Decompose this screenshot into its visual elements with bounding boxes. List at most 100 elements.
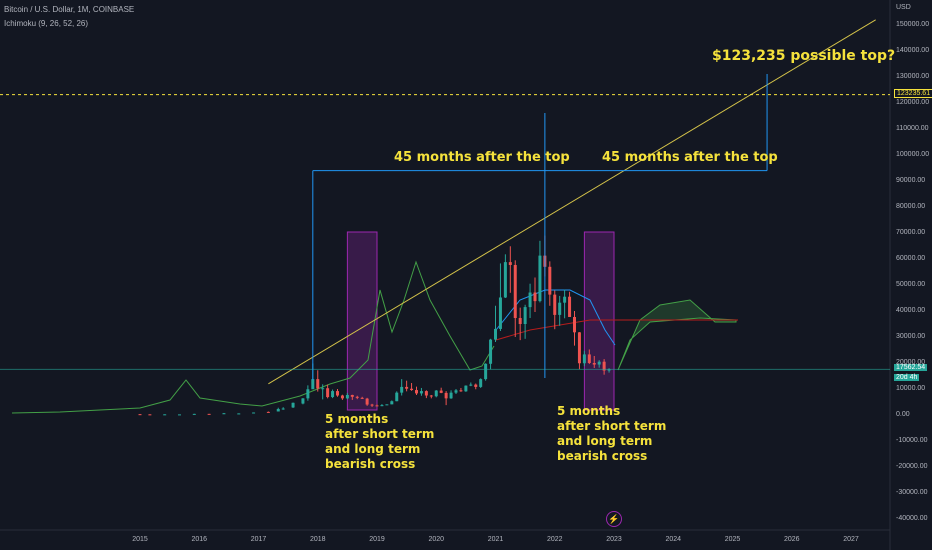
price-tick-label: -30000.00 bbox=[896, 489, 928, 496]
candle-body-30 bbox=[380, 405, 384, 407]
candle-body-70 bbox=[577, 332, 581, 364]
candle-body-64 bbox=[548, 266, 552, 295]
lightning-icon[interactable]: ⚡ bbox=[606, 511, 622, 527]
indicator-legend[interactable]: Ichimoku (9, 26, 52, 26) bbox=[4, 19, 89, 28]
time-tick-label: 2024 bbox=[665, 536, 682, 543]
candle-body-22 bbox=[340, 395, 344, 399]
candle-body-33 bbox=[395, 392, 399, 402]
top-callout: $123,235 possible top? bbox=[712, 48, 896, 64]
candle-body-61 bbox=[533, 292, 537, 302]
candle-body-49 bbox=[474, 384, 478, 387]
target-price-badge: 123235.61 bbox=[894, 89, 932, 98]
candle-body-3 bbox=[163, 414, 167, 416]
candle-body-4 bbox=[178, 414, 181, 416]
ichimoku-cloud bbox=[617, 299, 737, 371]
candle-body-9 bbox=[252, 412, 256, 414]
candle-body-69 bbox=[573, 316, 576, 333]
candle-body-68 bbox=[568, 296, 572, 317]
candle-body-12 bbox=[281, 408, 285, 410]
time-tick-label: 2025 bbox=[724, 536, 741, 543]
lagging-span-line bbox=[11, 260, 495, 414]
candle-body-23 bbox=[345, 394, 349, 399]
candle-body-65 bbox=[553, 294, 557, 315]
span-left-label: 45 months after the top bbox=[394, 150, 570, 165]
price-tick-label: 50000.00 bbox=[896, 281, 926, 288]
candle-body-27 bbox=[365, 398, 369, 405]
candle-body-28 bbox=[370, 404, 374, 406]
candle-body-62 bbox=[538, 255, 542, 302]
candle-body-32 bbox=[390, 401, 394, 405]
price-tick-label: -20000.00 bbox=[896, 463, 928, 470]
candle-body-38 bbox=[419, 391, 423, 394]
candle-body-29 bbox=[375, 405, 379, 407]
time-tick-label: 2016 bbox=[191, 536, 208, 543]
price-tick-label: 120000.00 bbox=[896, 99, 930, 106]
price-tick-label: 70000.00 bbox=[896, 229, 926, 236]
candle-body-6 bbox=[207, 413, 211, 415]
candle-body-44 bbox=[449, 392, 453, 399]
candle-body-2 bbox=[148, 414, 152, 416]
candle-body-19 bbox=[326, 388, 330, 398]
candle-body-15 bbox=[306, 389, 310, 399]
candle-body-13 bbox=[291, 402, 295, 408]
candle-body-18 bbox=[321, 388, 325, 390]
price-tick-label: 140000.00 bbox=[896, 47, 930, 54]
candle-body-46 bbox=[459, 390, 463, 392]
time-tick-label: 2020 bbox=[428, 536, 445, 543]
highlight-box-1 bbox=[346, 231, 378, 411]
current-price-badge: 17562.54 bbox=[894, 364, 928, 371]
currency-label: USD bbox=[896, 4, 911, 11]
candle-body-25 bbox=[355, 396, 359, 398]
candle-body-58 bbox=[518, 318, 522, 324]
candle-body-53 bbox=[494, 328, 497, 340]
price-tick-label: 110000.00 bbox=[896, 125, 929, 132]
price-tick-label: 60000.00 bbox=[896, 255, 926, 262]
time-tick-label: 2017 bbox=[250, 536, 267, 543]
countdown-badge: 20d 4h bbox=[894, 374, 920, 381]
time-tick-label: 2026 bbox=[783, 536, 800, 543]
candle-body-51 bbox=[484, 363, 488, 380]
symbol-title[interactable]: Bitcoin / U.S. Dollar, 1M, COINBASE bbox=[4, 5, 135, 14]
candle-body-37 bbox=[415, 390, 418, 394]
candle-body-31 bbox=[385, 404, 389, 406]
candle-body-21 bbox=[336, 391, 339, 396]
candle-body-60 bbox=[528, 292, 532, 308]
candle-body-54 bbox=[498, 297, 502, 329]
candle-body-56 bbox=[508, 262, 512, 265]
candle-body-36 bbox=[410, 388, 414, 391]
candle-body-34 bbox=[400, 386, 404, 393]
price-tick-label: -40000.00 bbox=[896, 515, 928, 522]
candle-body-57 bbox=[513, 264, 517, 319]
time-tick-label: 2021 bbox=[487, 536, 504, 543]
price-tick-label: 30000.00 bbox=[896, 333, 926, 340]
price-tick-label: 10000.00 bbox=[896, 385, 926, 392]
candle-body-76 bbox=[607, 369, 611, 371]
price-tick-label: 90000.00 bbox=[896, 177, 926, 184]
candle-body-71 bbox=[582, 354, 586, 364]
candle-body-17 bbox=[316, 379, 320, 389]
candle-body-1 bbox=[138, 414, 142, 416]
time-tick-label: 2019 bbox=[369, 536, 385, 543]
price-tick-label: 130000.00 bbox=[896, 73, 930, 80]
candle-body-39 bbox=[424, 391, 428, 396]
candle-body-75 bbox=[602, 361, 606, 371]
candle-body-72 bbox=[587, 354, 591, 363]
price-tick-label: 20000.00 bbox=[896, 359, 926, 366]
candle-body-59 bbox=[523, 307, 527, 324]
price-tick-label: 100000.00 bbox=[896, 151, 930, 158]
candle-body-48 bbox=[469, 384, 473, 386]
candle-body-24 bbox=[350, 394, 354, 397]
candle-body-43 bbox=[444, 392, 448, 399]
trendline bbox=[268, 19, 876, 385]
candle-body-67 bbox=[563, 296, 567, 303]
candle-body-5 bbox=[192, 413, 196, 415]
candle-body-10 bbox=[266, 411, 270, 413]
candle-body-16 bbox=[311, 379, 315, 390]
cross-note-right: 5 months after short term and long term … bbox=[557, 404, 667, 463]
candle-body-52 bbox=[489, 339, 493, 364]
price-tick-label: 80000.00 bbox=[896, 203, 926, 210]
price-tick-label: -10000.00 bbox=[896, 437, 928, 444]
candle-body-7 bbox=[222, 413, 226, 415]
candle-body-41 bbox=[434, 390, 438, 397]
